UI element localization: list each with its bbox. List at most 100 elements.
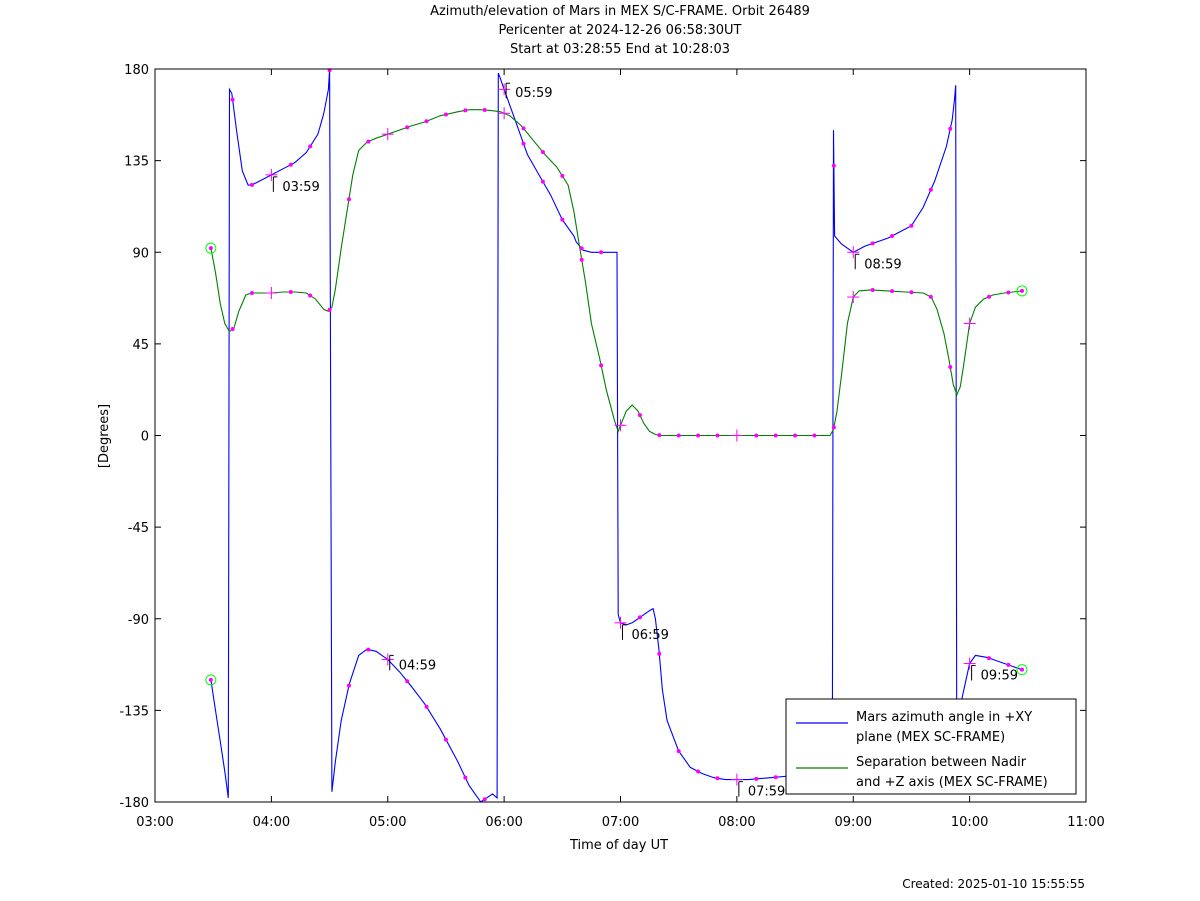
time-marker bbox=[773, 433, 778, 438]
x-tick-label: 07:00 bbox=[602, 815, 639, 830]
x-tick-label: 05:00 bbox=[369, 815, 406, 830]
time-marker bbox=[599, 250, 604, 255]
time-marker bbox=[754, 776, 759, 781]
time-marker bbox=[890, 289, 895, 294]
y-tick-label: -135 bbox=[119, 704, 149, 719]
time-marker bbox=[657, 433, 662, 438]
time-marker bbox=[793, 433, 798, 438]
hour-label: 07:59 bbox=[748, 785, 785, 800]
time-marker bbox=[366, 647, 371, 652]
time-marker bbox=[405, 125, 410, 130]
time-marker bbox=[230, 97, 235, 102]
x-axis-label: Time of day UT bbox=[569, 838, 668, 853]
time-marker bbox=[599, 363, 604, 368]
time-marker bbox=[249, 182, 254, 187]
time-marker bbox=[773, 775, 778, 780]
x-tick-label: 04:00 bbox=[253, 815, 290, 830]
time-marker bbox=[987, 656, 992, 661]
time-marker bbox=[637, 413, 642, 418]
y-axis-label: [Degrees] bbox=[97, 404, 112, 468]
time-marker bbox=[288, 162, 293, 167]
time-marker bbox=[443, 737, 448, 742]
y-tick-label: 135 bbox=[124, 155, 149, 170]
start-end-dot bbox=[208, 677, 213, 682]
time-marker bbox=[890, 233, 895, 238]
time-marker bbox=[715, 776, 720, 781]
hour-label: 05:59 bbox=[515, 86, 552, 101]
time-marker bbox=[987, 294, 992, 299]
x-tick-label: 03:00 bbox=[136, 815, 173, 830]
y-tick-label: -180 bbox=[119, 796, 149, 811]
end-marker bbox=[1016, 664, 1028, 676]
legend-box bbox=[785, 698, 1077, 795]
chart-title-line-3: Start at 03:28:55 End at 10:28:03 bbox=[509, 42, 731, 57]
time-marker bbox=[405, 679, 410, 684]
time-marker bbox=[696, 433, 701, 438]
time-marker bbox=[1006, 290, 1011, 295]
time-marker bbox=[366, 139, 371, 144]
start-marker bbox=[205, 242, 217, 254]
time-marker bbox=[579, 246, 584, 251]
time-marker bbox=[637, 615, 642, 620]
time-marker bbox=[521, 141, 526, 146]
legend-entry-separation-line-1: Separation between Nadir bbox=[856, 755, 1027, 770]
chart-title-line-1: Azimuth/elevation of Mars in MEX S/C-FRA… bbox=[430, 4, 810, 19]
hour-label: 09:59 bbox=[981, 669, 1018, 684]
time-marker bbox=[676, 749, 681, 754]
y-tick-label: 180 bbox=[124, 63, 149, 78]
azimuth-series-line bbox=[210, 68, 1023, 803]
time-marker bbox=[560, 173, 565, 178]
hour-label: 03:59 bbox=[282, 180, 319, 195]
time-marker bbox=[308, 293, 313, 298]
legend-entry-azimuth-line-1: Mars azimuth angle in +XY bbox=[856, 710, 1032, 725]
end-marker bbox=[1016, 285, 1028, 297]
time-marker bbox=[928, 187, 933, 192]
time-marker bbox=[657, 651, 662, 656]
y-tick-label: 45 bbox=[132, 338, 149, 353]
time-marker bbox=[443, 112, 448, 117]
x-tick-label: 08:00 bbox=[718, 815, 755, 830]
time-marker bbox=[346, 197, 351, 202]
time-marker bbox=[831, 163, 836, 168]
time-marker bbox=[482, 797, 487, 802]
y-tick-label: 0 bbox=[141, 430, 149, 445]
x-tick-label: 11:00 bbox=[1067, 815, 1104, 830]
time-marker bbox=[831, 425, 836, 430]
x-tick-label: 09:00 bbox=[835, 815, 872, 830]
chart-title-line-2: Pericenter at 2024-12-26 06:58:30UT bbox=[498, 23, 742, 38]
x-tick-label: 06:00 bbox=[485, 815, 522, 830]
time-marker bbox=[870, 288, 875, 293]
time-marker bbox=[521, 126, 526, 131]
time-marker bbox=[676, 433, 681, 438]
legend-entry-separation-line-2: and +Z axis (MEX SC-FRAME) bbox=[856, 775, 1048, 790]
time-marker bbox=[579, 257, 584, 262]
time-marker bbox=[812, 433, 817, 438]
time-marker bbox=[540, 150, 545, 155]
time-marker bbox=[327, 307, 332, 312]
time-marker bbox=[288, 289, 293, 294]
time-marker bbox=[715, 433, 720, 438]
time-marker bbox=[560, 217, 565, 222]
time-marker bbox=[928, 294, 933, 299]
y-tick-label: -90 bbox=[128, 613, 149, 628]
hour-label: 08:59 bbox=[864, 257, 901, 272]
time-marker bbox=[754, 433, 759, 438]
time-marker bbox=[424, 704, 429, 709]
legend-entry-azimuth-line-2: plane (MEX SC-FRAME) bbox=[856, 730, 1005, 745]
time-marker bbox=[870, 241, 875, 246]
time-marker bbox=[308, 144, 313, 149]
time-marker bbox=[909, 223, 914, 228]
time-marker bbox=[948, 126, 953, 131]
start-end-dot bbox=[1019, 288, 1024, 293]
time-marker bbox=[696, 769, 701, 774]
time-marker bbox=[948, 364, 953, 369]
time-marker bbox=[346, 683, 351, 688]
time-marker bbox=[463, 108, 468, 113]
time-marker bbox=[424, 119, 429, 124]
time-marker bbox=[249, 290, 254, 295]
time-marker bbox=[1006, 662, 1011, 667]
time-marker bbox=[482, 108, 487, 113]
time-marker bbox=[540, 179, 545, 184]
created-timestamp: Created: 2025-01-10 15:55:55 bbox=[902, 877, 1085, 891]
